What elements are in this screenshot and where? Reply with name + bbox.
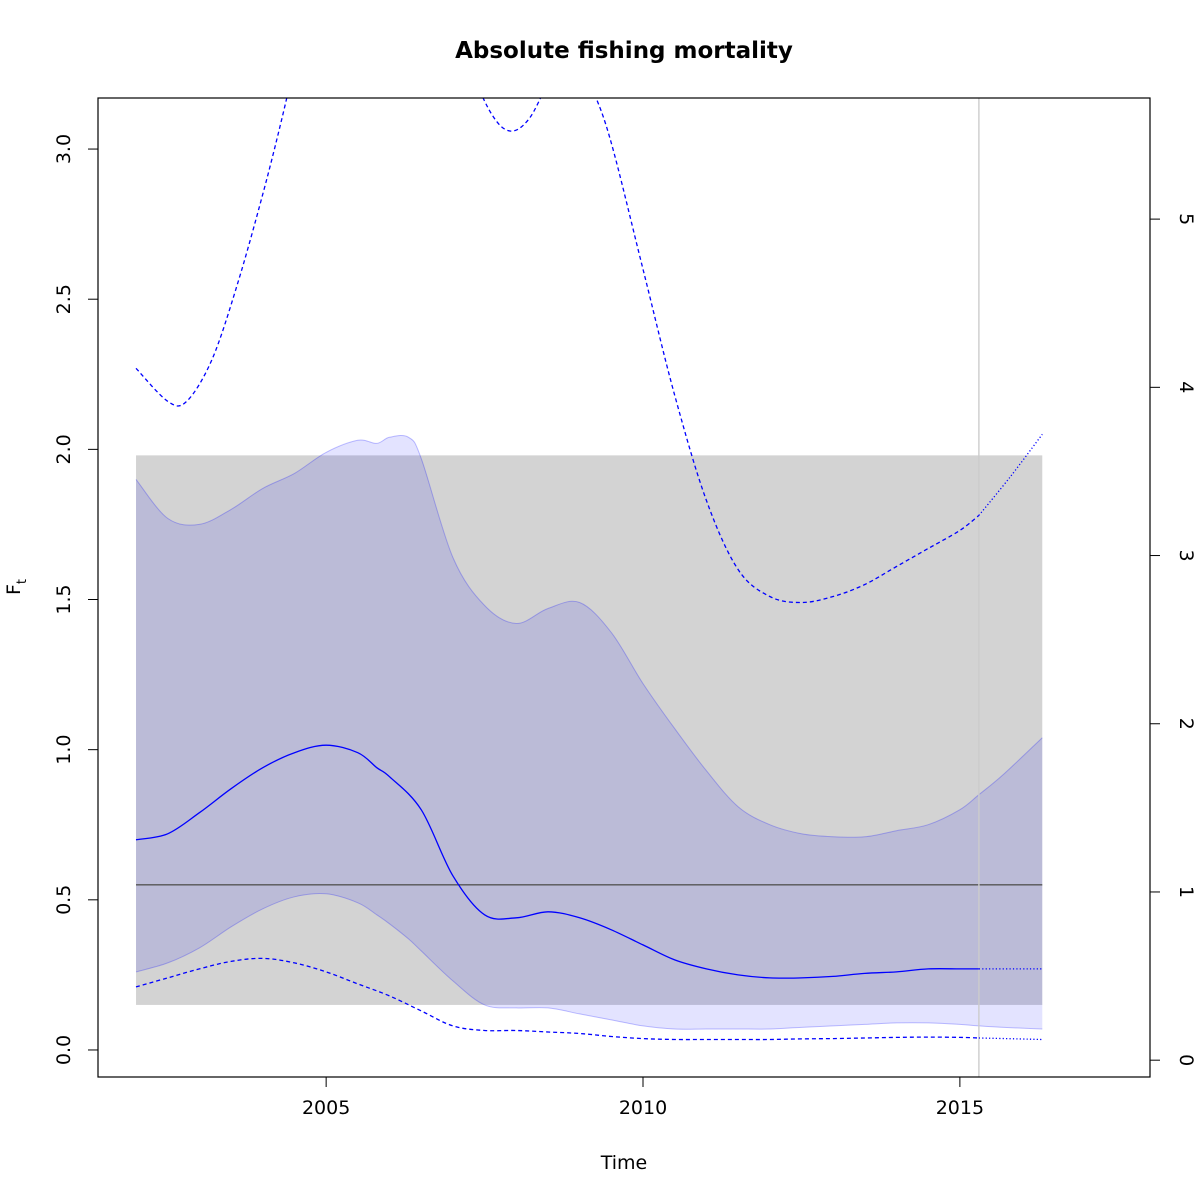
y2-tick-label-2: 1 — [1175, 886, 1197, 898]
y-axis-label-subscript: t — [15, 579, 30, 584]
series-line-7 — [595, 98, 980, 604]
gray-band — [136, 455, 1043, 1005]
chart-title: Absolute fishing mortality — [455, 38, 793, 64]
series-line-1 — [135, 744, 979, 979]
ci-band-lower-edge — [135, 892, 1043, 1030]
y2-tick-label-1: 0 — [1175, 1054, 1197, 1066]
series-line-4 — [978, 1037, 1043, 1041]
ci-band-upper-edge — [135, 434, 1043, 838]
y2-tick-label-3: 2 — [1175, 718, 1197, 730]
axes: 2005 2010 2015 0.0 0.5 1.0 1.5 2.0 2.5 3.0 0 1 2 3 4 5 — [53, 134, 1197, 1119]
y-tick-label-4: 1.5 — [53, 584, 75, 614]
y-tick-label-2: 0.5 — [53, 885, 75, 915]
y2-tick-label-6: 5 — [1175, 213, 1197, 225]
series-line-8 — [978, 433, 1043, 516]
y2-tick-label-5: 4 — [1175, 381, 1197, 393]
x-tick-label-3: 2015 — [936, 1097, 984, 1119]
plot-frame — [97, 97, 1151, 1078]
y-tick-label-1: 0.0 — [53, 1035, 75, 1065]
ci-band-fill — [136, 435, 1043, 1030]
y-tick-label-7: 3.0 — [53, 134, 75, 164]
y-tick-label-6: 2.5 — [53, 284, 75, 314]
x-tick-label-2: 2010 — [619, 1097, 667, 1119]
y2-tick-label-4: 3 — [1175, 549, 1197, 561]
svg-text:Ft: Ft — [3, 579, 30, 595]
x-tick-label-1: 2005 — [302, 1097, 350, 1119]
plot-area — [135, 98, 1043, 1077]
series-line-5 — [135, 98, 288, 407]
x-axis-label: Time — [600, 1152, 648, 1174]
series-line-3 — [135, 957, 979, 1041]
y-axis-label-main: F — [3, 584, 25, 595]
y-axis-label: Ft — [3, 579, 30, 595]
y-tick-label-3: 1.0 — [53, 735, 75, 765]
y-tick-label-5: 2.0 — [53, 434, 75, 464]
